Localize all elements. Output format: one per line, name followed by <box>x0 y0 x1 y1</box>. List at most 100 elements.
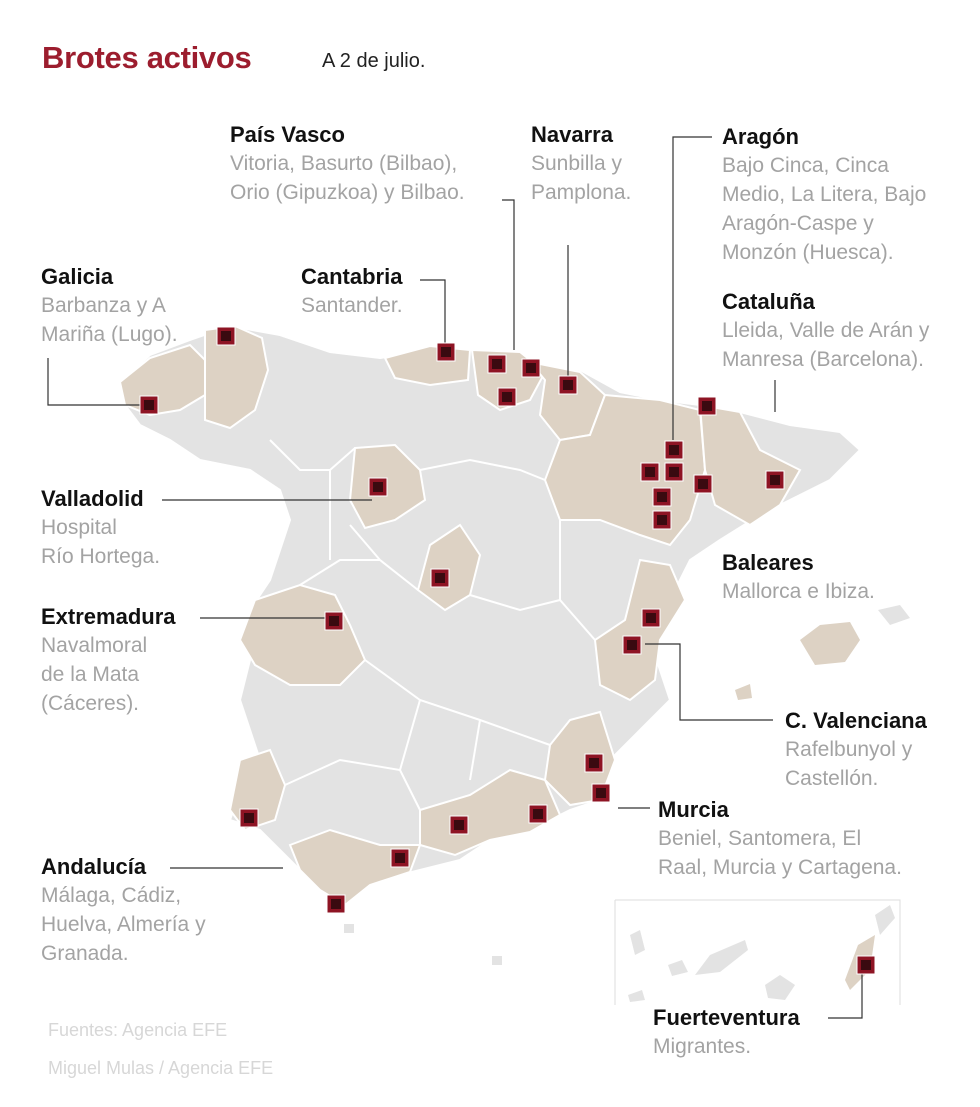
outbreak-marker-core <box>645 467 655 477</box>
canary-islands-inset <box>614 899 901 1005</box>
outbreak-marker-core <box>657 492 667 502</box>
label-navarra: Navarra Sunbilla y Pamplona. <box>531 120 631 207</box>
outbreak-marker-core <box>244 813 254 823</box>
mallorca-island <box>800 622 860 665</box>
region-name: Navarra <box>531 122 613 147</box>
region-places: Lleida, Valle de Arán y Manresa (Barcelo… <box>722 319 930 371</box>
outbreak-marker-core <box>373 482 383 492</box>
outbreak-marker-core <box>395 853 405 863</box>
region-places: Hospital Río Hortega. <box>41 516 161 568</box>
melilla <box>492 956 502 965</box>
sources-credit: Fuentes: Agencia EFE <box>48 1020 228 1040</box>
map-title: Brotes activos <box>42 40 252 75</box>
outbreak-marker-core <box>492 359 502 369</box>
region-name: Valladolid <box>41 486 144 511</box>
region-name: C. Valenciana <box>785 708 927 733</box>
outbreak-marker-core <box>861 960 871 970</box>
region-places: Málaga, Cádiz, Huelva, Almería y Granada… <box>41 884 206 965</box>
outbreak-marker-core <box>646 613 656 623</box>
label-extremadura: Extremadura Navalmoral de la Mata (Cácer… <box>41 602 176 718</box>
region-places: Vitoria, Basurto (Bilbao), Orio (Gipuzko… <box>230 152 465 204</box>
label-andalucia: Andalucía Málaga, Cádiz, Huelva, Almería… <box>41 852 206 968</box>
region-places: Barbanza y A Mariña (Lugo). <box>41 294 178 346</box>
gran-canaria-island <box>765 975 795 1000</box>
outbreak-marker-core <box>698 479 708 489</box>
region-places: Bajo Cinca, Cinca Medio, La Litera, Bajo… <box>722 154 927 264</box>
leader-line-valenciana <box>645 643 773 721</box>
outbreak-marker-core <box>669 445 679 455</box>
outbreak-marker-core <box>657 515 667 525</box>
label-murcia: Murcia Beniel, Santomera, El Raal, Murci… <box>658 795 902 882</box>
region-places: Santander. <box>301 294 403 317</box>
outbreak-marker-core <box>770 475 780 485</box>
region-name: Andalucía <box>41 854 147 879</box>
lanzarote-island <box>875 905 895 935</box>
region-places: Navalmoral de la Mata (Cáceres). <box>41 634 148 715</box>
label-aragon: Aragón Bajo Cinca, Cinca Medio, La Liter… <box>722 122 926 267</box>
author-credit: Miguel Mulas / Agencia EFE <box>48 1058 274 1078</box>
el-hierro-island <box>628 990 645 1002</box>
la-gomera-island <box>668 960 688 976</box>
outbreak-marker-core <box>144 400 154 410</box>
region-name: Fuerteventura <box>653 1005 800 1030</box>
map-date: A 2 de julio. <box>322 50 426 72</box>
outbreak-marker-core <box>435 573 445 583</box>
outbreak-marker-core <box>627 640 637 650</box>
region-name: Murcia <box>658 797 729 822</box>
region-places: Rafelbunyol y Castellón. <box>785 738 913 790</box>
region-places: Mallorca e Ibiza. <box>722 580 875 603</box>
outbreak-marker-core <box>502 392 512 402</box>
outbreak-marker-core <box>596 788 606 798</box>
label-cataluna: Cataluña Lleida, Valle de Arán y Manresa… <box>722 287 929 374</box>
region-name: Cantabria <box>301 264 403 289</box>
region-places: Beniel, Santomera, El Raal, Murcia y Car… <box>658 827 902 879</box>
ibiza-island <box>735 684 752 700</box>
outbreak-marker-core <box>329 616 339 626</box>
label-baleares: Baleares Mallorca e Ibiza. <box>722 548 875 606</box>
outbreak-marker-core <box>221 331 231 341</box>
extremadura-affected-area <box>238 583 367 686</box>
leader-line-galicia <box>47 358 148 406</box>
outbreak-marker-core <box>441 347 451 357</box>
region-name: Extremadura <box>41 604 176 629</box>
leader-line-cantabria <box>420 279 446 352</box>
region-places: Migrantes. <box>653 1035 752 1058</box>
region-name: País Vasco <box>230 122 345 147</box>
andalucia-south-affected-area <box>288 828 422 907</box>
province-borders <box>269 439 596 811</box>
balearic-islands <box>735 605 910 700</box>
outbreak-marker-core <box>526 363 536 373</box>
la-palma-island <box>630 930 645 955</box>
outbreak-markers <box>139 326 876 975</box>
region-name: Galicia <box>41 264 114 289</box>
label-cantabria: Cantabria Santander. <box>301 262 403 320</box>
outbreak-marker-core <box>454 820 464 830</box>
outbreak-marker-core <box>563 380 573 390</box>
label-fuerteventura: Fuerteventura Migrantes. <box>653 1003 800 1061</box>
label-pais-vasco: País Vasco Vitoria, Basurto (Bilbao), Or… <box>230 120 465 207</box>
region-places: Sunbilla y Pamplona. <box>531 152 632 204</box>
canary-inset-frame <box>614 899 901 1005</box>
region-name: Aragón <box>722 124 799 149</box>
label-galicia: Galicia Barbanza y A Mariña (Lugo). <box>41 262 178 349</box>
valencia-affected-area <box>593 558 687 702</box>
label-valladolid: Valladolid Hospital Río Hortega. <box>41 484 160 571</box>
tenerife-island <box>695 940 748 975</box>
outbreak-marker-core <box>702 401 712 411</box>
lugo-affected-area <box>204 324 270 430</box>
outbreak-marker-core <box>533 809 543 819</box>
outbreak-marker-core <box>669 467 679 477</box>
affected-provinces <box>118 324 802 907</box>
leader-line-pais-vasco <box>502 199 515 350</box>
outbreak-marker-core <box>331 899 341 909</box>
menorca-island <box>878 605 910 625</box>
leader-lines <box>47 136 863 1019</box>
leader-line-fuerteventura <box>828 965 863 1019</box>
label-c-valenciana: C. Valenciana Rafelbunyol y Castellón. <box>785 706 927 793</box>
leader-line-aragon <box>672 136 712 440</box>
murcia-affected-area <box>543 710 617 807</box>
outbreak-marker-core <box>589 758 599 768</box>
cantabria-affected-area <box>383 344 472 387</box>
